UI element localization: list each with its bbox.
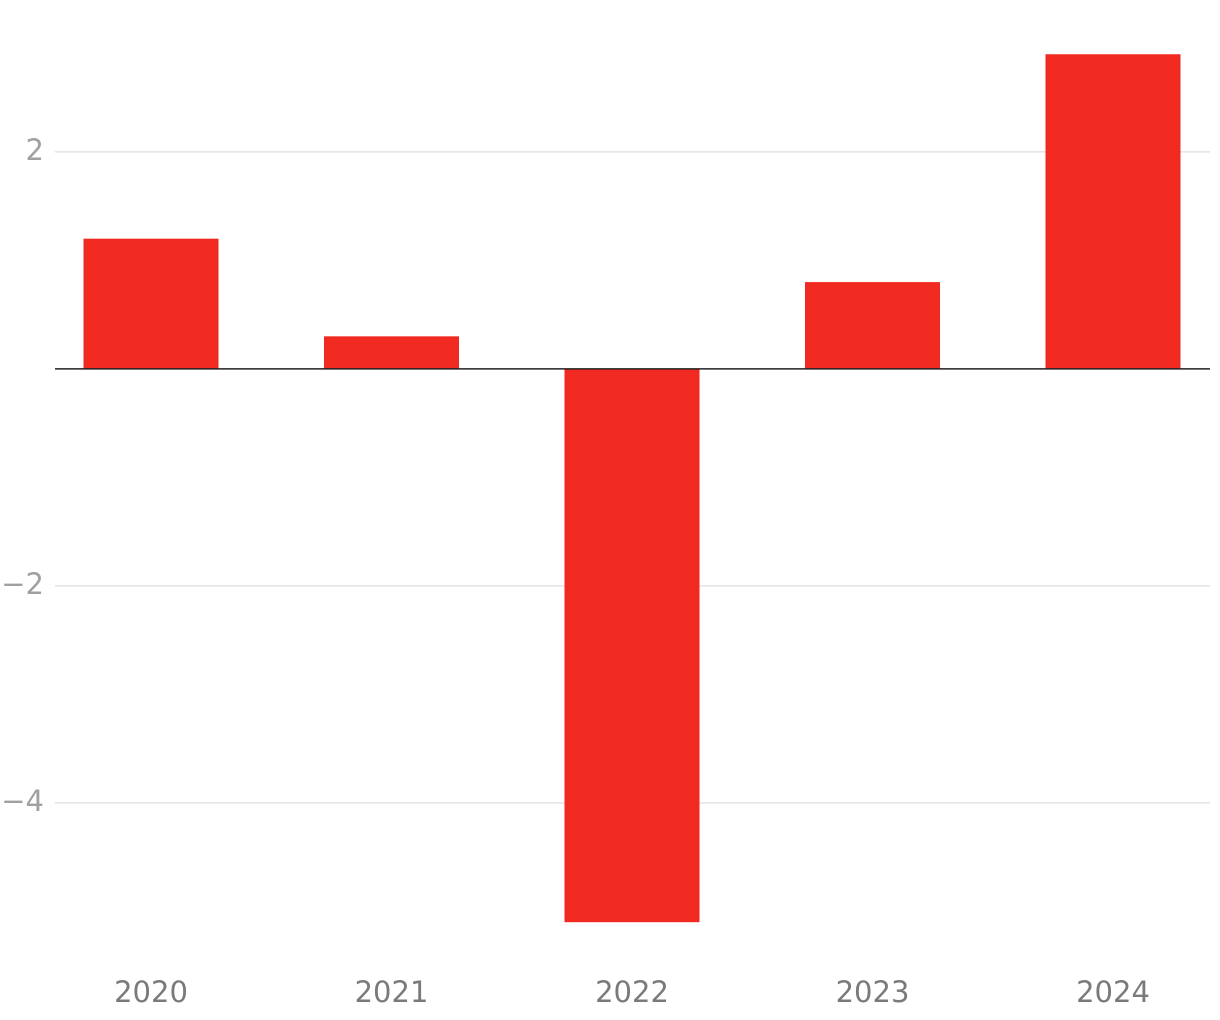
- y-tick-label: −2: [1, 567, 44, 601]
- x-tick-label: 2022: [595, 975, 669, 1009]
- bar: [805, 282, 940, 369]
- bar: [83, 238, 219, 369]
- bar: [564, 368, 700, 923]
- x-tick-label: 2024: [1076, 975, 1150, 1009]
- bar: [1045, 54, 1181, 369]
- y-tick-label: −4: [1, 784, 44, 818]
- x-tick-label: 2023: [836, 975, 910, 1009]
- y-tick-label: 2: [26, 133, 44, 167]
- bar: [324, 336, 459, 369]
- x-tick-label: 2020: [114, 975, 188, 1009]
- x-tick-label: 2021: [355, 975, 429, 1009]
